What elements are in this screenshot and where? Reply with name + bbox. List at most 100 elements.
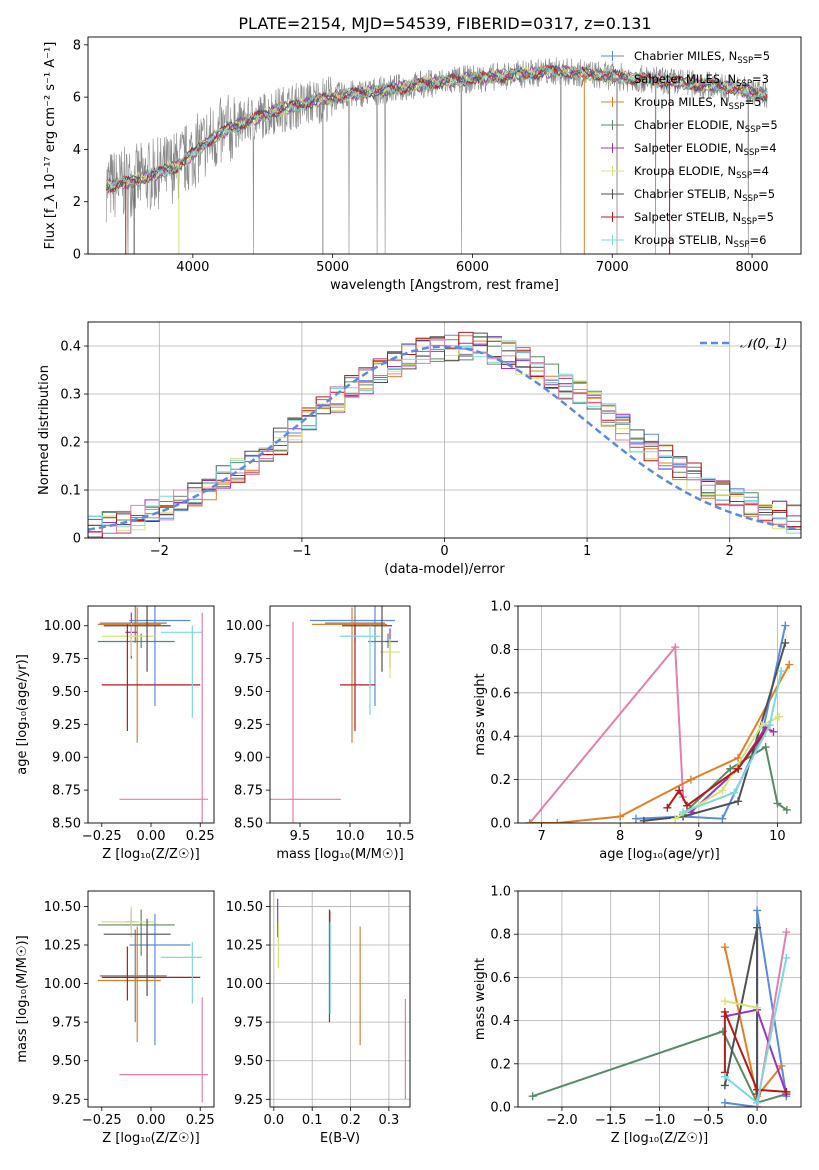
weight-point — [782, 953, 791, 962]
weight-point — [765, 721, 774, 730]
weight-point — [679, 808, 688, 817]
y-axis-label: Flux [f_λ 10⁻¹⁷ erg cm⁻² s⁻¹ A⁻¹] — [43, 42, 58, 250]
spectrum-legend: Chabrier MILES, NSSP=5 Salpeter MILES, NS… — [601, 49, 778, 250]
y-tick-label: 8.75 — [234, 784, 263, 799]
y-tick-label: 0.1 — [60, 484, 81, 499]
y-tick-label: 9.25 — [234, 718, 263, 733]
x-tick-label: 2 — [726, 544, 734, 559]
weight-point — [782, 805, 791, 814]
legend-subscript: SSP — [744, 148, 760, 158]
weight-point — [782, 928, 791, 937]
weight-point — [671, 814, 680, 823]
weight-point — [686, 775, 695, 784]
x-tick-label: 0.00 — [137, 1113, 166, 1128]
y-tick-label: 10.00 — [44, 619, 81, 634]
x-tick-label: 10 — [769, 829, 786, 844]
x-tick-label: 8 — [616, 829, 624, 844]
legend-subscript: SSP — [729, 102, 745, 112]
weight-point — [761, 743, 770, 752]
weight-point — [631, 814, 640, 823]
legend-label: Kroupa ELODIE, NSSP=4 — [634, 164, 769, 181]
mass_vs_EBV-panel: 0.0 0.1 0.2 0.3 9.25 9.50 9.75 10.00 10.25 10.50 E… — [226, 890, 411, 1146]
x-tick-label: −2 — [150, 544, 169, 559]
weight-point — [663, 803, 672, 812]
legend-label: Kroupa MILES, NSSP=5 — [634, 95, 761, 112]
weight-point — [720, 943, 729, 952]
y-tick-label: 9.75 — [52, 1016, 81, 1031]
y-tick-label: 8 — [73, 38, 81, 53]
y-tick-label: 10.25 — [44, 939, 81, 954]
y-tick-label: 0.2 — [490, 773, 511, 788]
y-tick-label: 10.50 — [44, 900, 81, 915]
legend-suffix: =5 — [744, 95, 761, 109]
axes-frame — [517, 605, 802, 824]
legend-subscript: SSP — [736, 79, 752, 89]
model-line — [105, 64, 768, 190]
x-tick-label: 0.0 — [747, 1113, 768, 1128]
x-tick-label: −0.25 — [82, 829, 122, 844]
weight-series-line — [723, 1011, 787, 1093]
weight-point — [753, 1003, 762, 1012]
histogram-series — [88, 339, 801, 534]
y-tick-label: 0.6 — [490, 971, 511, 986]
weight-point — [528, 1092, 537, 1101]
x-axis-label: mass [log₁₀(M/M☉)] — [276, 847, 403, 862]
legend-subscript: SSP — [736, 171, 752, 181]
y-tick-label: 8.50 — [234, 817, 263, 832]
y-tick-label: 1.0 — [490, 600, 511, 615]
y-tick-label: 9.25 — [52, 718, 81, 733]
legend-suffix: =5 — [753, 49, 770, 63]
weight-point — [773, 799, 782, 808]
x-axis-label: wavelength [Angstrom, rest frame] — [330, 278, 559, 293]
y-tick-label: 10.50 — [226, 900, 263, 915]
weight-series-line — [724, 1000, 758, 1009]
axes-frame — [269, 605, 411, 824]
spectrum-panel: 4000 5000 6000 7000 8000 0 2 4 6 8 wavelength [Ang… — [43, 36, 802, 293]
weight-point — [757, 721, 766, 730]
weight-point — [718, 786, 727, 795]
legend-suffix: =5 — [757, 210, 774, 224]
legend-suffix: =5 — [758, 187, 775, 201]
legend-label: Chabrier STELIB, NSSP=5 — [634, 187, 775, 204]
y-tick-label: 0.2 — [490, 1057, 511, 1072]
weight-point — [720, 1007, 729, 1016]
weight-point — [781, 621, 790, 630]
model-line — [105, 64, 768, 194]
weight-series-line — [724, 1008, 788, 1095]
y-tick-label: 10.25 — [226, 939, 263, 954]
weight-point — [769, 727, 778, 736]
legend-suffix: =6 — [749, 233, 766, 247]
y-tick-label: 8.75 — [52, 784, 81, 799]
age_vs_Z-panel: −0.25 0.00 0.25 8.50 8.75 9.00 9.25 9.50 9.75 10.… — [15, 605, 215, 862]
weight-point — [774, 712, 783, 721]
weight-point — [785, 660, 794, 669]
spectrum-lines — [105, 56, 768, 254]
weight-lines — [528, 906, 791, 1107]
weight-point — [734, 797, 743, 806]
y-tick-label: 6 — [73, 91, 81, 106]
x-tick-label: 10.5 — [386, 829, 415, 844]
weight-series-line — [724, 910, 788, 1107]
x-tick-label: 10.0 — [336, 829, 365, 844]
weight-point — [720, 1081, 729, 1090]
x-tick-label: −0.25 — [82, 1113, 122, 1128]
y-tick-label: 0.0 — [490, 817, 511, 832]
x-axis-label: E(B-V) — [320, 1131, 360, 1146]
x-tick-label: −0.5 — [693, 1113, 725, 1128]
y-tick-label: 0.6 — [490, 686, 511, 701]
x-tick-label: −1.0 — [644, 1113, 676, 1128]
weight-point — [671, 643, 680, 652]
weight-point — [675, 786, 684, 795]
weight-point — [683, 801, 692, 810]
y-tick-label: 0.4 — [490, 1014, 511, 1029]
observed-spectrum-line — [105, 56, 768, 254]
weight-point — [753, 906, 762, 915]
axes-frame — [87, 321, 802, 539]
y-tick-label: 9.00 — [234, 751, 263, 766]
axes-frame — [87, 890, 215, 1108]
legend-label: Chabrier ELODIE, NSSP=5 — [634, 118, 778, 135]
x-tick-label: 6000 — [456, 260, 489, 275]
y-tick-label: 0 — [73, 248, 81, 263]
y-axis-label: Normed distribution — [37, 365, 52, 495]
y-tick-label: 0.8 — [490, 643, 511, 658]
